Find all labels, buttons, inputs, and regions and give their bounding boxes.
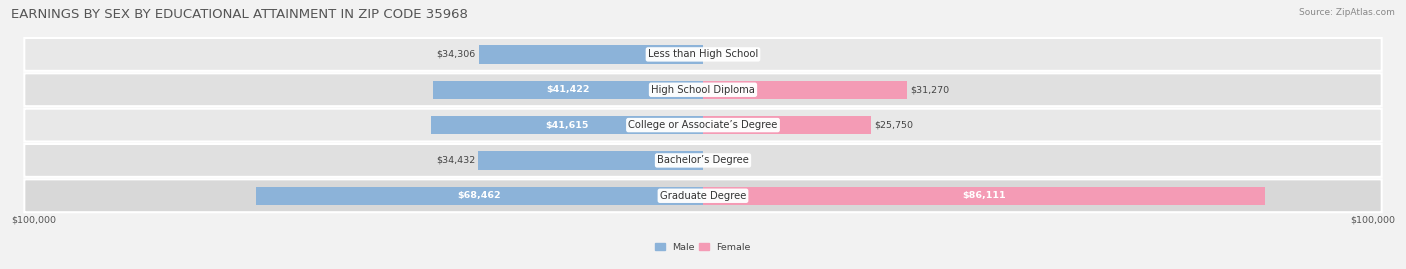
Text: $0: $0 [706,50,718,59]
Bar [703,116,872,134]
Bar [432,116,703,134]
Text: Less than High School: Less than High School [648,49,758,59]
Bar [703,80,907,99]
Bar [478,151,703,170]
Bar [256,187,703,205]
FancyBboxPatch shape [24,109,1382,141]
Text: $41,615: $41,615 [546,121,589,130]
Bar [433,80,703,99]
Text: EARNINGS BY SEX BY EDUCATIONAL ATTAINMENT IN ZIP CODE 35968: EARNINGS BY SEX BY EDUCATIONAL ATTAINMEN… [11,8,468,21]
Text: High School Diploma: High School Diploma [651,85,755,95]
FancyBboxPatch shape [24,38,1382,71]
Bar [479,45,703,63]
Text: Source: ZipAtlas.com: Source: ZipAtlas.com [1299,8,1395,17]
Legend: Male, Female: Male, Female [651,239,755,256]
FancyBboxPatch shape [24,179,1382,212]
Text: $34,432: $34,432 [436,156,475,165]
Text: $100,000: $100,000 [1350,215,1395,224]
Text: $41,422: $41,422 [546,85,589,94]
Text: $34,306: $34,306 [437,50,475,59]
Text: Bachelor’s Degree: Bachelor’s Degree [657,155,749,165]
Text: $31,270: $31,270 [910,85,949,94]
Bar [703,187,1265,205]
Text: $25,750: $25,750 [875,121,914,130]
FancyBboxPatch shape [24,144,1382,177]
FancyBboxPatch shape [24,73,1382,106]
Text: $86,111: $86,111 [962,191,1005,200]
Text: $68,462: $68,462 [458,191,502,200]
Text: Graduate Degree: Graduate Degree [659,191,747,201]
Text: $0: $0 [706,156,718,165]
Text: $100,000: $100,000 [11,215,56,224]
Text: College or Associate’s Degree: College or Associate’s Degree [628,120,778,130]
